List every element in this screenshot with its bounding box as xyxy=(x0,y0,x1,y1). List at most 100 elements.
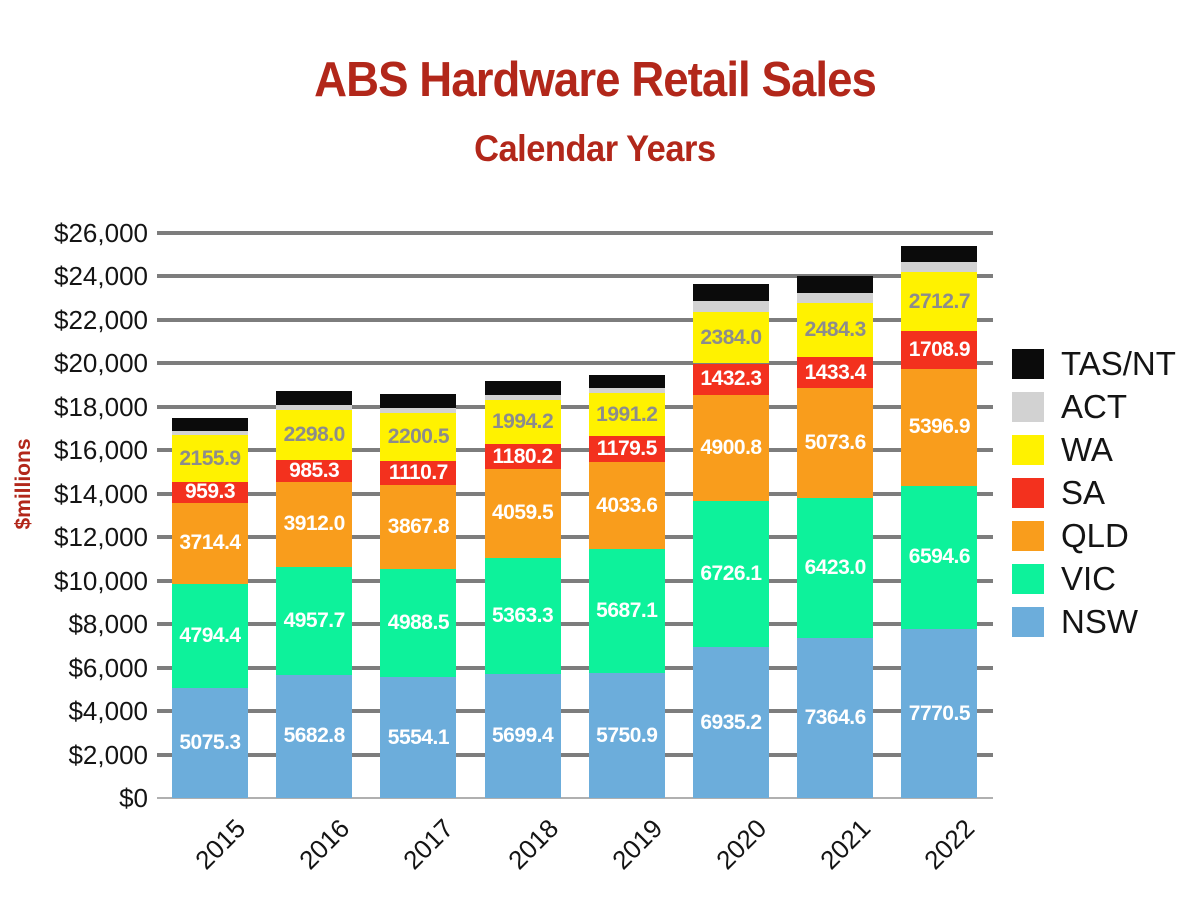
legend-swatch-ACT xyxy=(1012,391,1044,422)
y-tick-label: $6,000 xyxy=(68,652,148,683)
bar-segment-VIC-2016 xyxy=(276,566,353,675)
bar-segment-NSW-2018 xyxy=(484,674,561,798)
x-tick-label-2021: 2021 xyxy=(814,813,877,876)
bar-segment-QLD-2019 xyxy=(588,461,665,550)
gridline xyxy=(157,578,993,583)
bar-segment-SA-2015 xyxy=(172,481,248,503)
bar-segment-ACT-2015 xyxy=(172,430,248,436)
bar-value-label-QLD-2020: 4900.8 xyxy=(700,435,762,459)
legend-item-QLD: QLD xyxy=(1012,514,1176,557)
x-axis-baseline xyxy=(157,797,993,799)
bar-segment-WA-2022 xyxy=(901,272,978,332)
gridline xyxy=(157,404,993,409)
bar-segment-VIC-2018 xyxy=(484,557,561,675)
bar-value-label-SA-2020: 1432.3 xyxy=(700,367,762,391)
bar-value-label-NSW-2018: 5699.4 xyxy=(491,724,554,748)
bar-segment-TAS-NT-2020 xyxy=(693,284,769,302)
bar-value-label-VIC-2019: 5687.1 xyxy=(596,599,658,623)
gridline xyxy=(157,274,993,279)
bar-segment-SA-2020 xyxy=(693,363,769,395)
subtitle-row: Calendar Years xyxy=(0,128,1190,170)
bar-segment-TAS-NT-2019 xyxy=(588,375,665,388)
legend-swatch-VIC xyxy=(1012,563,1044,594)
legend-item-WA: WA xyxy=(1012,428,1176,471)
bar-segment-WA-2020 xyxy=(693,311,769,364)
bar-segment-TAS-NT-2018 xyxy=(484,381,561,395)
bar-segment-VIC-2022 xyxy=(901,485,978,630)
chart-subtitle: Calendar Years xyxy=(474,128,716,169)
gridline xyxy=(157,361,993,366)
bar-segment-ACT-2020 xyxy=(693,301,769,312)
legend-label-WA: WA xyxy=(1061,430,1113,468)
bar-value-label-VIC-2020: 6726.1 xyxy=(700,562,762,586)
bar-segment-QLD-2022 xyxy=(901,368,978,486)
bar-value-label-QLD-2022: 5396.9 xyxy=(908,415,971,439)
bar-segment-ACT-2016 xyxy=(276,405,353,411)
legend-label-SA: SA xyxy=(1061,473,1106,511)
legend-swatch-SA xyxy=(1012,477,1044,508)
legend-label-QLD: QLD xyxy=(1061,516,1129,554)
bar-value-label-SA-2018: 1180.2 xyxy=(492,444,554,468)
legend: TAS/NT ACT WA SA QLD VIC NSW xyxy=(1012,342,1176,643)
bar-value-label-VIC-2018: 5363.3 xyxy=(491,603,554,627)
y-tick-label: $8,000 xyxy=(68,609,148,640)
bar-value-label-QLD-2016: 3912.0 xyxy=(283,512,346,536)
bar-segment-NSW-2016 xyxy=(276,674,353,798)
bar-segment-QLD-2017 xyxy=(380,484,457,569)
gridline xyxy=(157,491,993,496)
bar-value-label-SA-2015: 959.3 xyxy=(184,480,236,504)
bar-segment-TAS-NT-2022 xyxy=(901,245,978,263)
x-tick-label-2015: 2015 xyxy=(189,813,252,876)
bar-segment-QLD-2020 xyxy=(693,394,769,502)
gridline xyxy=(157,231,993,235)
y-tick-label: $14,000 xyxy=(54,478,148,509)
bar-segment-SA-2021 xyxy=(797,356,874,389)
bar-value-label-VIC-2021: 6423.0 xyxy=(804,556,867,580)
bar-value-label-WA-2020: 2384.0 xyxy=(700,325,762,349)
legend-label-ACT: ACT xyxy=(1061,387,1127,425)
bar-segment-SA-2017 xyxy=(380,460,457,485)
y-tick-label: $2,000 xyxy=(68,739,148,770)
x-tick-label-2019: 2019 xyxy=(605,813,669,876)
bar-value-label-QLD-2015: 3714.4 xyxy=(179,531,241,555)
bar-segment-NSW-2015 xyxy=(172,687,248,798)
bar-segment-VIC-2019 xyxy=(588,549,665,674)
bar-segment-SA-2018 xyxy=(484,443,561,470)
bar-segment-NSW-2017 xyxy=(380,677,457,798)
bar-segment-WA-2017 xyxy=(380,412,457,461)
bar-segment-ACT-2019 xyxy=(588,387,665,393)
legend-swatch-TAS-NT xyxy=(1012,348,1044,379)
bar-segment-NSW-2022 xyxy=(901,629,978,798)
bar-value-label-WA-2022: 2712.7 xyxy=(908,289,971,313)
legend-swatch-NSW xyxy=(1012,606,1044,637)
bar-value-label-QLD-2019: 4033.6 xyxy=(596,493,658,517)
x-tick-label-2018: 2018 xyxy=(501,813,564,876)
bar-value-label-WA-2018: 1994.2 xyxy=(491,410,554,434)
bar-segment-VIC-2020 xyxy=(693,501,769,648)
y-tick-label: $26,000 xyxy=(54,218,148,248)
gridline xyxy=(157,535,993,540)
y-tick-label: $12,000 xyxy=(54,522,148,553)
bar-value-label-QLD-2017: 3867.8 xyxy=(387,514,450,538)
y-tick-label: $4,000 xyxy=(68,696,148,727)
bar-segment-ACT-2022 xyxy=(901,262,978,273)
bar-value-label-SA-2019: 1179.5 xyxy=(596,436,658,460)
gridline xyxy=(157,752,993,757)
bar-segment-NSW-2019 xyxy=(588,673,665,798)
bar-value-label-SA-2021: 1433.4 xyxy=(804,360,867,384)
bar-segment-WA-2016 xyxy=(276,410,353,461)
bar-value-label-WA-2015: 2155.9 xyxy=(179,446,241,470)
bar-value-label-NSW-2022: 7770.5 xyxy=(908,701,971,725)
legend-item-ACT: ACT xyxy=(1012,385,1176,428)
bar-segment-TAS-NT-2016 xyxy=(276,391,353,406)
y-tick-label: $20,000 xyxy=(54,348,148,379)
bar-value-label-QLD-2018: 4059.5 xyxy=(491,501,554,525)
bar-segment-SA-2016 xyxy=(276,460,353,482)
bar-segment-WA-2021 xyxy=(797,302,874,357)
bar-value-label-VIC-2017: 4988.5 xyxy=(387,611,450,635)
legend-item-SA: SA xyxy=(1012,471,1176,514)
gridline xyxy=(157,448,993,453)
bar-segment-WA-2019 xyxy=(588,392,665,437)
bar-value-label-NSW-2021: 7364.6 xyxy=(804,705,867,729)
